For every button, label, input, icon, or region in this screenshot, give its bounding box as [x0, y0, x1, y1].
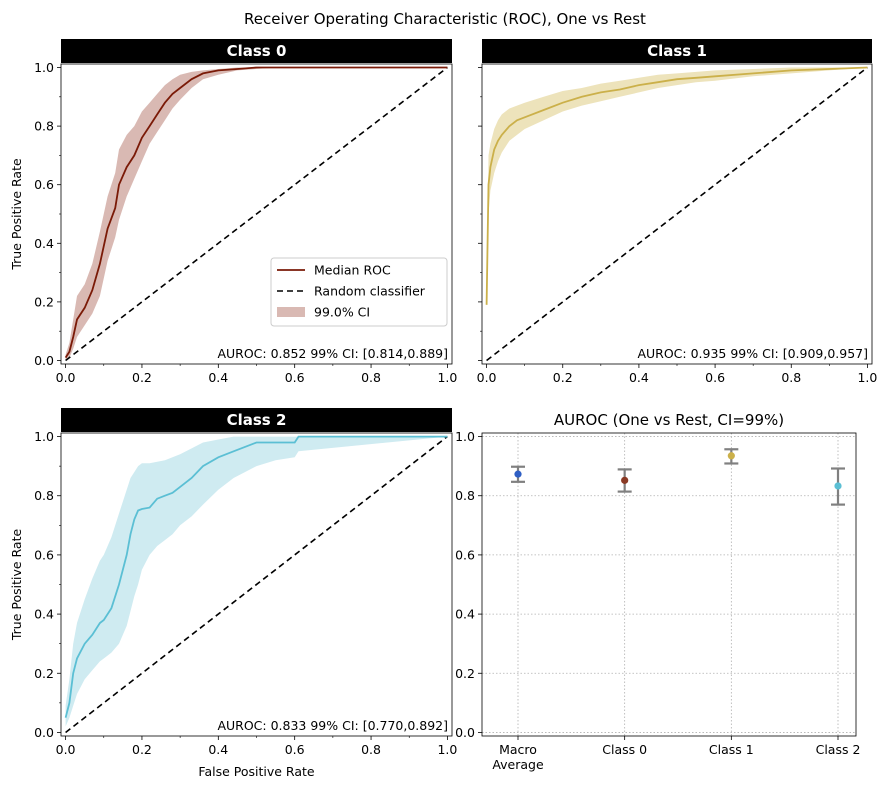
figure-title: Receiver Operating Characteristic (ROC),… — [244, 10, 646, 28]
y-tick-label: 1.0 — [455, 429, 475, 444]
ci-band — [65, 436, 448, 727]
y-tick-label: 1.0 — [34, 429, 54, 444]
y-tick-label: 0.2 — [34, 666, 54, 681]
panels: Class 0 0.0 0.2 0.4 0.6 0.8 1.0 0.0 0.2 0.4 0.6 0.8… — [9, 39, 877, 779]
panel-title-banner — [482, 39, 872, 63]
x-tick-label: 0.8 — [361, 742, 381, 757]
y-tick-label: 0.6 — [455, 547, 475, 562]
y-tick-label: 0.8 — [34, 119, 54, 134]
x-tick-label: 0.4 — [629, 370, 649, 385]
auroc-point — [834, 482, 842, 490]
x-category-label: Class 0 — [602, 742, 647, 757]
panel-title-banner — [61, 39, 452, 63]
random-classifier-line — [65, 66, 448, 362]
y-tick-label: 0.4 — [34, 607, 54, 622]
median-roc-line — [64, 66, 448, 359]
x-tick-label: 1.0 — [437, 370, 457, 385]
x-axis-label: False Positive Rate — [198, 764, 314, 779]
x-tick-label: 0.8 — [361, 370, 381, 385]
y-tick-label: 0.0 — [34, 353, 54, 368]
x-tick-label: 0.0 — [477, 370, 497, 385]
x-tick-label: 0.6 — [285, 370, 305, 385]
ci-band — [486, 67, 868, 308]
roc-panel-2: Class 2 0.0 0.2 0.4 0.6 0.8 1.0 0.0 0.2 0.4 0.6 0.8… — [9, 408, 457, 779]
y-tick-label: 0.4 — [34, 236, 54, 251]
auroc-point — [514, 470, 522, 478]
roc-panel-0: Class 0 0.0 0.2 0.4 0.6 0.8 1.0 0.0 0.2 0.4 0.6 0.8… — [9, 39, 457, 385]
median-roc-line — [485, 66, 868, 305]
x-tick-label: 0.2 — [132, 742, 152, 757]
legend-box — [270, 257, 448, 327]
random-classifier-line — [486, 66, 868, 362]
panel-title-banner — [61, 408, 452, 432]
x-tick-label: 0.0 — [56, 370, 76, 385]
y-tick-label: 0.0 — [34, 725, 54, 740]
legend-label: Median ROC — [314, 263, 391, 278]
roc-panel-1: Class 1 0.0 0.2 0.4 0.6 0.8 1.0 AUROC: 0.935 99… — [477, 39, 877, 385]
y-tick-label: 0.8 — [455, 488, 475, 503]
x-category-label: Macro Average — [492, 742, 544, 772]
auroc-annotation: AUROC: 0.852 99% CI: [0.814,0.889] — [217, 346, 448, 361]
x-category-label: Class 1 — [709, 742, 754, 757]
y-tick-label: 0.6 — [34, 547, 54, 562]
y-tick-label: 0.6 — [34, 177, 54, 192]
auroc-point — [621, 476, 629, 484]
panel-title: Class 0 — [227, 42, 287, 60]
legend-label: 99.0% CI — [314, 305, 370, 320]
median-roc-line — [64, 435, 448, 718]
auroc-annotation: AUROC: 0.833 99% CI: [0.770,0.892] — [217, 718, 448, 733]
axes-frame — [481, 432, 857, 737]
auroc-summary-panel: AUROC (One vs Rest, CI=99%) 0.0 0.2 0.4 0.6 0… — [455, 411, 860, 772]
legend-swatch-ci — [277, 307, 305, 317]
x-tick-label: 0.4 — [208, 370, 228, 385]
panel-title: AUROC (One vs Rest, CI=99%) — [554, 411, 784, 429]
x-category-label: Class 2 — [816, 742, 861, 757]
x-tick-label: 0.0 — [56, 742, 76, 757]
random-classifier-line — [65, 435, 448, 734]
x-tick-label: 0.6 — [705, 370, 725, 385]
x-tick-label: 1.0 — [437, 742, 457, 757]
y-tick-label: 0.4 — [455, 607, 475, 622]
y-axis-label: True Positive Rate — [9, 529, 24, 642]
y-tick-label: 1.0 — [34, 60, 54, 75]
panel-title: Class 2 — [227, 411, 287, 429]
y-tick-label: 0.0 — [455, 725, 475, 740]
y-tick-label: 0.2 — [34, 294, 54, 309]
auroc-annotation: AUROC: 0.935 99% CI: [0.909,0.957] — [637, 346, 868, 361]
legend: Median ROC Random classifier 99.0% CI — [270, 257, 448, 327]
x-tick-label: 0.6 — [285, 742, 305, 757]
y-tick-label: 0.2 — [455, 666, 475, 681]
x-tick-label: 0.8 — [781, 370, 801, 385]
legend-label: Random classifier — [314, 284, 426, 299]
y-axis-label: True Positive Rate — [9, 158, 24, 271]
panel-title: Class 1 — [647, 42, 707, 60]
y-tick-label: 0.8 — [34, 488, 54, 503]
x-tick-label: 0.4 — [208, 742, 228, 757]
auroc-point — [727, 452, 735, 460]
x-tick-label: 0.2 — [553, 370, 573, 385]
x-tick-label: 0.2 — [132, 370, 152, 385]
x-tick-label: 1.0 — [857, 370, 877, 385]
